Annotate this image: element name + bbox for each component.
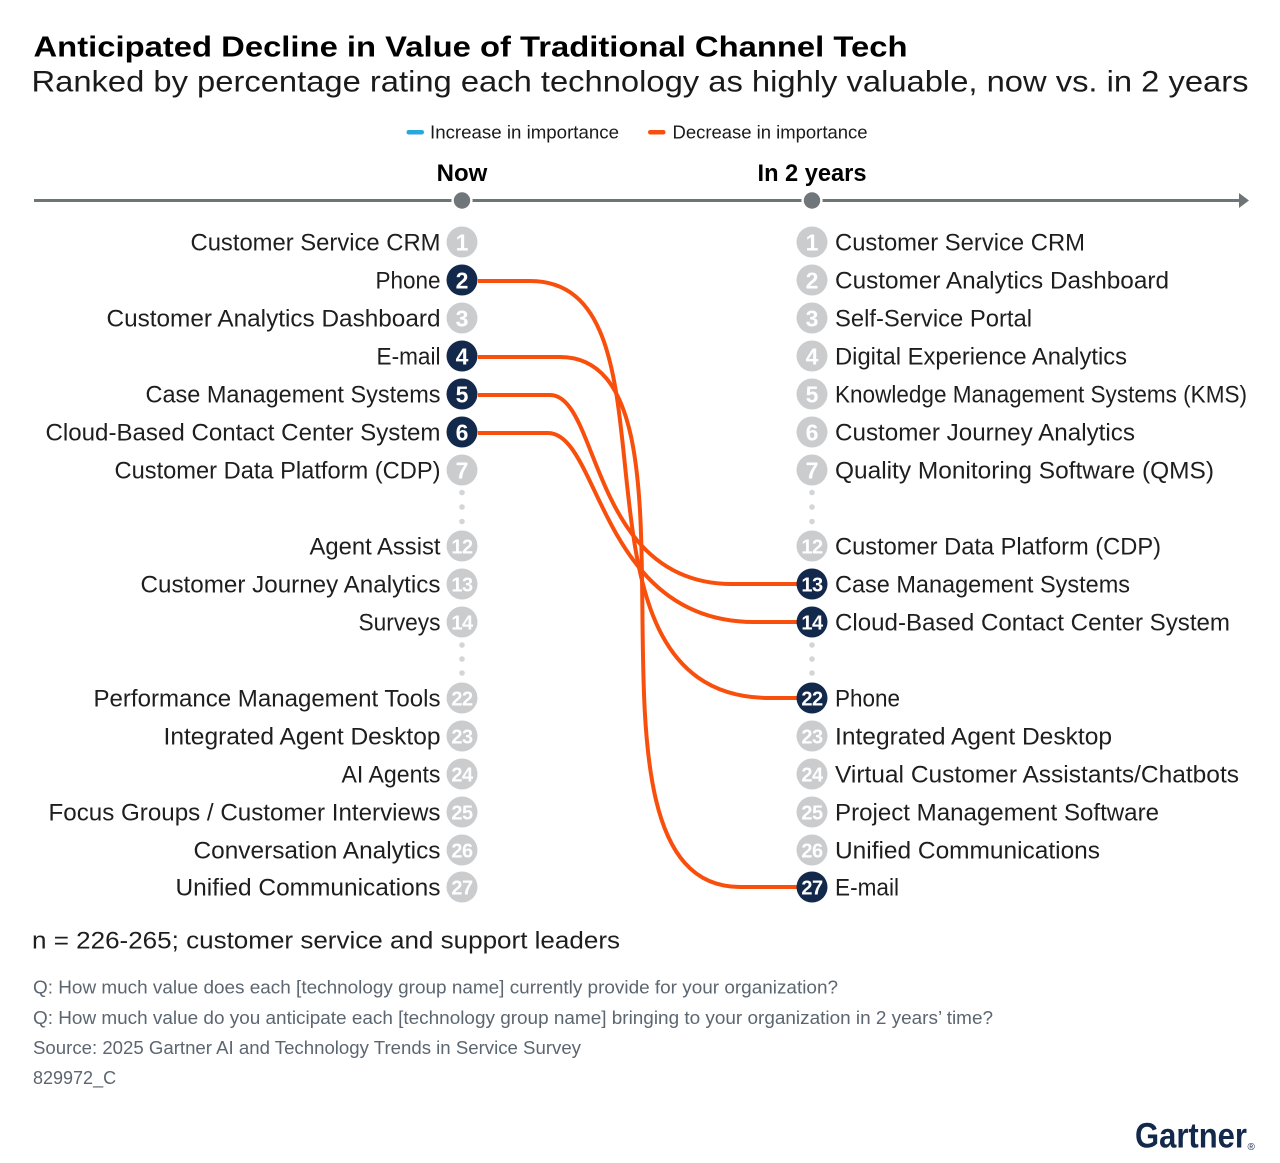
svg-text:7: 7	[456, 457, 469, 483]
svg-text:Surveys: Surveys	[359, 609, 441, 636]
svg-text:Integrated Agent Desktop: Integrated Agent Desktop	[164, 723, 441, 750]
svg-text:Anticipated Decline in Value o: Anticipated Decline in Value of Traditio…	[34, 31, 908, 63]
svg-text:Case Management Systems: Case Management Systems	[835, 571, 1130, 598]
svg-text:Cloud-Based Contact Center Sys: Cloud-Based Contact Center System	[46, 419, 441, 446]
svg-text:AI Agents: AI Agents	[342, 761, 441, 788]
svg-text:27: 27	[801, 877, 823, 899]
svg-text:Cloud-Based Contact Center Sys: Cloud-Based Contact Center System	[835, 609, 1230, 636]
svg-text:Agent Assist: Agent Assist	[310, 533, 441, 560]
svg-text:Source: 2025 Gartner AI and Te: Source: 2025 Gartner AI and Technology T…	[33, 1038, 581, 1058]
svg-text:Customer Service CRM: Customer Service CRM	[835, 229, 1085, 256]
svg-text:27: 27	[451, 877, 473, 899]
svg-text:Customer Data Platform (CDP): Customer Data Platform (CDP)	[835, 533, 1161, 560]
svg-text:22: 22	[451, 688, 473, 710]
svg-text:Customer Journey Analytics: Customer Journey Analytics	[835, 419, 1135, 446]
svg-text:1: 1	[456, 229, 469, 255]
svg-text:4: 4	[806, 343, 819, 369]
svg-text:Customer Service CRM: Customer Service CRM	[191, 229, 441, 256]
svg-text:3: 3	[806, 305, 819, 331]
svg-text:Knowledge Management Systems (: Knowledge Management Systems (KMS)	[835, 381, 1247, 408]
svg-text:Project Management Software: Project Management Software	[835, 799, 1159, 826]
svg-text:Increase in importance: Increase in importance	[430, 123, 619, 143]
svg-text:Unified Communications: Unified Communications	[176, 874, 441, 901]
svg-text:Integrated Agent Desktop: Integrated Agent Desktop	[835, 723, 1112, 750]
svg-text:2: 2	[806, 267, 819, 293]
svg-text:12: 12	[801, 536, 823, 558]
svg-text:5: 5	[456, 381, 469, 407]
svg-text:13: 13	[801, 574, 823, 596]
svg-text:Customer Analytics Dashboard: Customer Analytics Dashboard	[835, 267, 1169, 294]
svg-text:6: 6	[456, 419, 469, 445]
svg-text:Digital Experience Analytics: Digital Experience Analytics	[835, 343, 1127, 370]
svg-text:Quality Monitoring Software (Q: Quality Monitoring Software (QMS)	[835, 457, 1214, 484]
svg-text:7: 7	[806, 457, 819, 483]
svg-text:6: 6	[806, 419, 819, 445]
svg-text:n = 226-265; customer service: n = 226-265; customer service and suppor…	[32, 928, 620, 955]
svg-text:4: 4	[456, 343, 469, 369]
svg-text:26: 26	[801, 840, 823, 862]
svg-text:Customer Journey Analytics: Customer Journey Analytics	[141, 571, 441, 598]
svg-text:Phone: Phone	[835, 685, 900, 712]
svg-text:Performance Management Tools: Performance Management Tools	[94, 685, 441, 712]
svg-text:Focus Groups / Customer Interv: Focus Groups / Customer Interviews	[49, 799, 441, 826]
svg-text:Customer Data Platform (CDP): Customer Data Platform (CDP)	[115, 457, 441, 484]
svg-text:Unified Communications: Unified Communications	[835, 837, 1100, 864]
svg-text:Conversation Analytics: Conversation Analytics	[194, 837, 441, 864]
svg-text:2: 2	[456, 267, 469, 293]
svg-text:23: 23	[801, 726, 823, 748]
svg-text:®: ®	[1248, 1142, 1256, 1153]
svg-text:14: 14	[451, 612, 474, 634]
svg-text:3: 3	[456, 305, 469, 331]
svg-text:In 2 years: In 2 years	[758, 160, 867, 187]
svg-text:23: 23	[451, 726, 473, 748]
svg-text:25: 25	[801, 802, 823, 824]
svg-text:5: 5	[806, 381, 819, 407]
svg-text:Phone: Phone	[376, 267, 441, 294]
svg-text:Q: How much value do you antic: Q: How much value do you anticipate each…	[33, 1008, 993, 1028]
svg-text:Ranked by percentage rating ea: Ranked by percentage rating each technol…	[32, 65, 1249, 98]
svg-text:13: 13	[451, 574, 473, 596]
svg-text:Case Management Systems: Case Management Systems	[146, 381, 441, 408]
svg-text:24: 24	[451, 764, 474, 786]
svg-text:Virtual Customer Assistants/Ch: Virtual Customer Assistants/Chatbots	[835, 761, 1239, 788]
svg-text:Q: How much value does each [t: Q: How much value does each [technology …	[33, 978, 838, 998]
svg-text:Decrease in importance: Decrease in importance	[673, 123, 868, 143]
svg-text:24: 24	[801, 764, 824, 786]
svg-text:14: 14	[801, 612, 824, 634]
svg-text:22: 22	[801, 688, 823, 710]
svg-text:1: 1	[806, 229, 819, 255]
svg-text:Gartner: Gartner	[1135, 1117, 1247, 1156]
svg-text:829972_C: 829972_C	[33, 1068, 116, 1089]
svg-text:26: 26	[451, 840, 473, 862]
svg-text:E-mail: E-mail	[835, 874, 899, 901]
svg-text:12: 12	[451, 536, 473, 558]
svg-text:Self-Service Portal: Self-Service Portal	[835, 305, 1032, 332]
svg-text:Now: Now	[437, 160, 488, 187]
svg-text:E-mail: E-mail	[377, 343, 441, 370]
svg-text:Customer Analytics Dashboard: Customer Analytics Dashboard	[107, 305, 441, 332]
svg-text:25: 25	[451, 802, 473, 824]
